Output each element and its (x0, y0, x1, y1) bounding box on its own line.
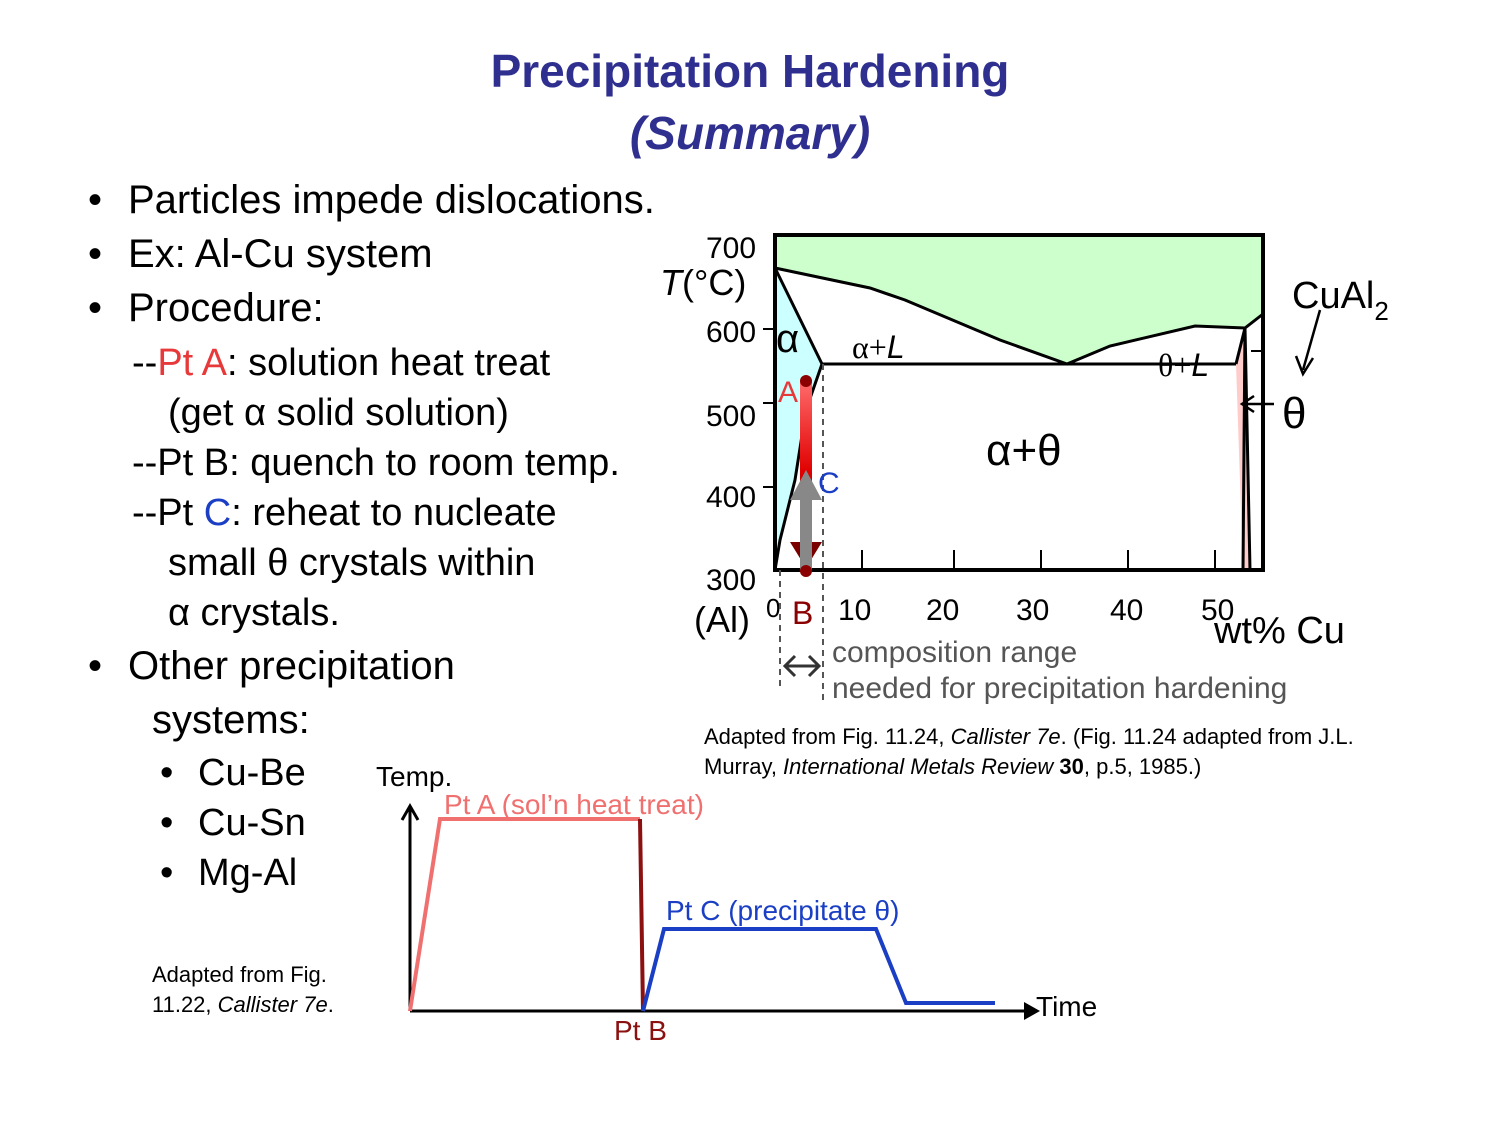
step-pt-c-detail-2: α crystals. (168, 592, 340, 634)
label-alpha-theta: α+θ (986, 426, 1062, 475)
label-point-b: B (792, 595, 813, 631)
y-axis-label: T(°C) (660, 262, 746, 303)
label-point-a: A (778, 376, 798, 409)
slide-subtitle: (Summary) (629, 107, 871, 159)
step-pt-a: --Pt A: solution heat treat (132, 342, 551, 384)
step-pt-c: --Pt C: reheat to nucleate (132, 492, 557, 534)
cual2-arrow (1301, 309, 1322, 371)
other-systems-heading-cont: systems: (152, 698, 310, 742)
system-item: • Mg-Al (160, 852, 298, 894)
reheat-arrow (800, 500, 812, 570)
step-pt-b: --Pt B: quench to room temp. (132, 442, 620, 484)
label-alpha-liquid: α+L (852, 329, 905, 365)
x-tick-20: 20 (926, 594, 959, 627)
solution-treat-segment (408, 817, 640, 1012)
pt-c-label: Pt C (precipitate θ) (666, 895, 899, 926)
label-cual2: CuAl2 (1292, 275, 1389, 326)
y-tick-500: 500 (706, 400, 756, 433)
y-tick-400: 400 (706, 481, 756, 514)
slide-title: Precipitation Hardening (490, 45, 1010, 97)
alpha-region (775, 268, 822, 570)
x-axis-label: Time (1036, 991, 1097, 1022)
bullet-procedure: • Procedure: (88, 286, 324, 330)
system-item: • Cu-Be (160, 752, 306, 794)
x-tick-marks (861, 550, 1216, 570)
precipitate-segment (641, 927, 995, 1012)
x-tick-50: 50 (1201, 594, 1234, 627)
liquid-region (775, 235, 1263, 364)
y-tick-300: 300 (706, 564, 756, 597)
x-tick-40: 40 (1110, 594, 1143, 627)
label-theta: θ (1282, 389, 1306, 438)
range-note-2: needed for precipitation hardening (832, 672, 1287, 705)
label-point-c: C (818, 467, 840, 500)
y-tick-700: 700 (706, 232, 756, 265)
bullet-other-systems: • Other precipitation (88, 644, 455, 688)
quench-segment (638, 818, 645, 1012)
x-tick-10: 10 (838, 594, 871, 627)
point-b-marker (800, 565, 812, 577)
label-theta-liquid: θ+L (1158, 347, 1209, 383)
pt-b-label: Pt B (614, 1015, 667, 1046)
y-axis-label: Temp. (376, 761, 452, 792)
system-item: • Cu-Sn (160, 802, 306, 844)
pt-a-label: Pt A (sol’n heat treat) (444, 789, 704, 820)
y-tick-600: 600 (706, 316, 756, 349)
composition-range-arrow (782, 654, 822, 678)
theta-right-boundary (1243, 327, 1252, 571)
credit-right: Adapted from Fig. 11.24, Callister 7e. (… (704, 724, 1354, 779)
x-tick-30: 30 (1016, 594, 1049, 627)
step-pt-c-detail-1: small θ crystals within (168, 542, 536, 584)
bullet-particles: • Particles impede dislocations. (88, 178, 655, 222)
step-pt-a-detail: (get α solid solution) (168, 392, 509, 434)
x-tick-0: 0 (766, 593, 780, 623)
solidus-alpha (773, 267, 824, 365)
x-axis-label: wt% Cu (1213, 610, 1345, 652)
credit-left: Adapted from Fig. 11.22, Callister 7e. (152, 962, 334, 1017)
bullet-example: • Ex: Al-Cu system (88, 232, 433, 276)
range-note-1: composition range (832, 636, 1077, 669)
point-a-marker (800, 375, 812, 387)
x-left-label: (Al) (694, 599, 750, 640)
label-alpha: α (776, 317, 799, 361)
